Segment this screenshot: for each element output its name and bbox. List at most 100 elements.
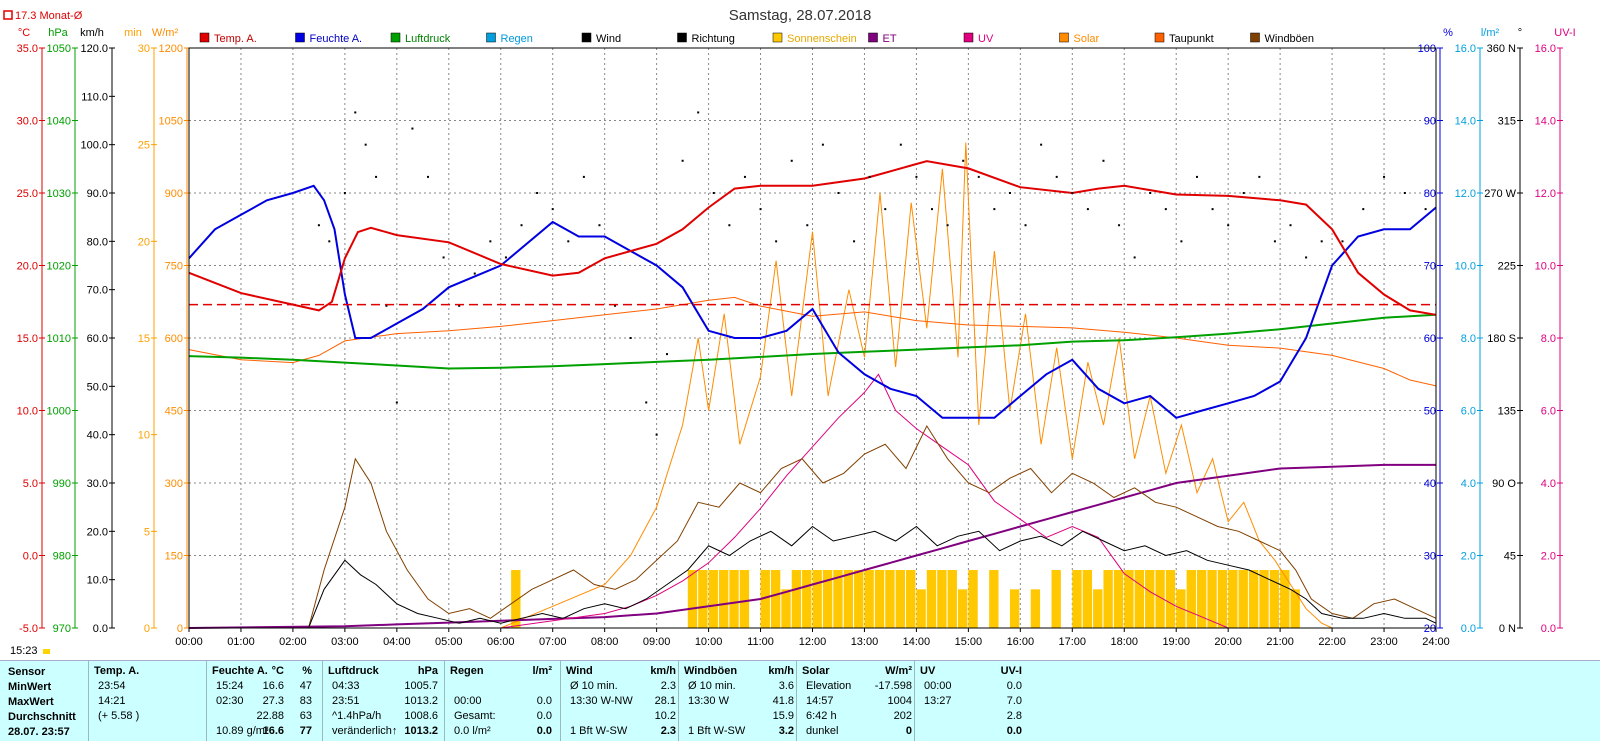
stats-cell-value: 2.3 xyxy=(660,725,676,737)
legend-swatch xyxy=(486,32,496,43)
left-axis-tick-label: 25 xyxy=(138,140,150,152)
stats-separator xyxy=(444,661,445,741)
right-axis-tick-label: 0 N xyxy=(1499,623,1516,635)
x-tick-label: 22:00 xyxy=(1318,636,1346,648)
right-axis-tick-label: 14.0 xyxy=(1535,116,1556,128)
direction-dot xyxy=(1008,192,1011,194)
sunshine-bar xyxy=(708,570,718,628)
sunshine-bar xyxy=(739,570,750,628)
legend-swatch xyxy=(295,32,305,43)
direction-dot xyxy=(614,304,617,307)
right-axis-tick-label: 14.0 xyxy=(1455,116,1476,128)
sunshine-bar xyxy=(895,570,905,628)
stats-cell-value: 41.8 xyxy=(772,695,794,707)
stats-col-header: Wind xyxy=(566,665,593,677)
left-axis-tick-label: 1030 xyxy=(47,188,71,200)
stats-row-label: MinWert xyxy=(8,681,52,693)
direction-dot xyxy=(790,159,793,162)
stats-panel: Sensor MinWert MaxWert Durchschnitt 28.0… xyxy=(0,660,1600,741)
stats-cell-label: veränderlich↑ xyxy=(332,725,398,737)
left-axis-tick-label: 600 xyxy=(165,333,183,345)
direction-dot xyxy=(1195,175,1198,178)
left-axis-tick-label: 1050 xyxy=(47,43,71,55)
x-tick-label: 02:00 xyxy=(279,636,307,648)
direction-dot xyxy=(743,175,746,178)
stats-col-header: UV xyxy=(920,665,936,677)
stats-cell-value: 28.1 xyxy=(654,695,676,707)
direction-dot xyxy=(1118,224,1121,227)
stats-cell-label: 13:27 xyxy=(924,695,952,707)
direction-dot xyxy=(931,208,934,211)
left-axis-tick-label: 1020 xyxy=(47,261,71,273)
right-axis-tick-label: 2.0 xyxy=(1541,551,1556,563)
sunshine-bar xyxy=(1155,570,1165,628)
legend-label: ET xyxy=(883,33,897,45)
sunshine-bar xyxy=(1238,570,1248,628)
direction-dot xyxy=(1289,224,1292,227)
direction-dot xyxy=(977,175,980,178)
left-axis-tick-label: 450 xyxy=(165,406,183,418)
legend-swatch xyxy=(772,32,783,43)
left-axis-tick-label: 100.0 xyxy=(80,140,108,152)
left-axis-tick-label: 60.0 xyxy=(87,333,108,345)
stats-col-unit: km/h xyxy=(768,665,794,677)
left-axis-tick-label: 750 xyxy=(165,261,183,273)
direction-dot xyxy=(645,401,648,404)
left-axis-tick-label: 10.0 xyxy=(17,406,38,418)
direction-dot xyxy=(655,433,658,436)
stats-cell-value: 3.2 xyxy=(778,725,794,737)
legend-label: Windböen xyxy=(1265,33,1315,45)
stats-cell-value: 0.0 xyxy=(1006,725,1022,737)
right-axis-tick-label: 60 xyxy=(1424,333,1436,345)
x-tick-label: 17:00 xyxy=(1059,636,1087,648)
direction-dot xyxy=(1273,240,1276,243)
sunshine-bar xyxy=(1280,570,1290,628)
sunshine-bar xyxy=(1290,589,1300,628)
stats-cell-value: -17.598 xyxy=(874,680,912,692)
x-tick-label: 09:00 xyxy=(643,636,671,648)
left-axis-tick-label: 900 xyxy=(165,188,183,200)
left-axis-unit: °C xyxy=(18,27,30,39)
left-axis-tick-label: 30.0 xyxy=(17,116,38,128)
stats-col-unit: UV-I xyxy=(1000,665,1022,677)
sunshine-bar xyxy=(687,570,698,628)
left-axis-tick-label: 80.0 xyxy=(87,236,108,248)
left-axis-tick-label: 5 xyxy=(144,526,150,538)
left-axis-tick-label: 40.0 xyxy=(87,430,108,442)
stats-col-header: Feuchte A. xyxy=(212,665,268,677)
series-feuchte-a- xyxy=(188,184,1437,419)
direction-dot xyxy=(666,353,669,356)
direction-dot xyxy=(504,256,507,259)
legend-label: Feuchte A. xyxy=(310,33,363,45)
direction-dot xyxy=(582,175,585,178)
right-axis-unit: l/m² xyxy=(1481,27,1500,39)
stats-col-unit: % xyxy=(302,665,312,677)
legend-label: Luftdruck xyxy=(405,33,451,45)
sunshine-bar xyxy=(833,570,843,628)
right-axis-unit: UV-I xyxy=(1554,27,1575,39)
stats-cell-label: Ø 10 min. xyxy=(570,680,618,692)
stats-separator xyxy=(914,661,915,741)
direction-dot xyxy=(442,256,445,259)
stats-cell-value: 2.3 xyxy=(660,680,676,692)
stats-cell-value: 3.6 xyxy=(778,680,794,692)
sunshine-bar xyxy=(1269,570,1280,628)
sun-icon xyxy=(42,649,50,654)
stats-cell-value: 63 xyxy=(299,710,312,722)
left-axis-tick-label: 30 xyxy=(138,43,150,55)
legend-swatch xyxy=(1059,32,1069,43)
x-tick-label: 16:00 xyxy=(1007,636,1035,648)
direction-dot xyxy=(395,401,398,404)
sunshine-bar xyxy=(1248,570,1259,628)
direction-dot xyxy=(1149,192,1152,194)
series-windb-en xyxy=(189,424,1437,629)
x-tick-label: 08:00 xyxy=(591,636,619,648)
x-tick-label: 18:00 xyxy=(1110,636,1138,648)
left-axis-tick-label: 300 xyxy=(165,478,183,490)
direction-dot xyxy=(728,224,731,227)
left-axis-tick-label: 990 xyxy=(53,478,71,490)
stats-cell-label: 1 Bft W-SW xyxy=(570,725,628,737)
direction-dot xyxy=(629,337,632,339)
legend-label: Richtung xyxy=(692,33,735,45)
sunshine-bar xyxy=(1134,570,1144,628)
